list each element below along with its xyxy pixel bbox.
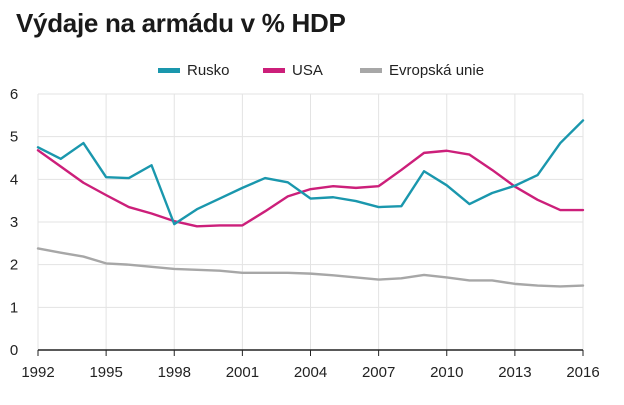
series-line-evropska-unie <box>36 247 585 288</box>
series-lines <box>36 119 585 288</box>
legend: Rusko USA Evropská unie <box>0 59 624 81</box>
x-tick-label: 1998 <box>158 364 191 381</box>
y-tick-label: 0 <box>10 342 18 359</box>
legend-swatch <box>360 67 382 73</box>
grid <box>37 93 584 350</box>
series-line-rusko <box>36 119 585 226</box>
series-line-usa <box>36 149 585 228</box>
x-tick-label: 2016 <box>566 364 599 381</box>
legend-swatch <box>263 67 285 73</box>
x-tick-label: 2010 <box>430 364 463 381</box>
legend-label: Rusko <box>187 61 230 79</box>
y-tick-label: 6 <box>10 86 18 103</box>
legend-item-usa: USA <box>263 59 323 81</box>
legend-swatch <box>158 67 180 73</box>
legend-label: Evropská unie <box>389 61 485 79</box>
legend-item-evropska-unie: Evropská unie <box>360 59 484 81</box>
x-tick-label: 2013 <box>498 364 531 381</box>
x-tick-label: 2004 <box>294 364 327 381</box>
y-tick-label: 4 <box>10 171 18 188</box>
x-tick-label: 2007 <box>362 364 395 381</box>
y-tick-label: 3 <box>10 214 18 231</box>
y-tick-label: 1 <box>10 299 18 316</box>
y-tick-label: 2 <box>10 257 18 274</box>
y-tick-label: 5 <box>10 129 18 146</box>
legend-label: USA <box>292 61 323 79</box>
axes: 0 1 2 3 4 5 6 1992 1995 1998 2001 2004 2007 2010 2013 2… <box>10 86 600 381</box>
x-tick-label: 1992 <box>21 364 54 381</box>
legend-item-rusko: Rusko <box>158 59 230 81</box>
chart-title: Výdaje na armádu v % HDP <box>16 8 346 38</box>
x-tick-label: 2001 <box>226 364 259 381</box>
x-tick-label: 1995 <box>89 364 122 381</box>
